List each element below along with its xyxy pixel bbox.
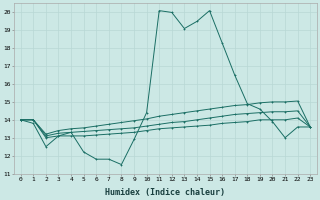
X-axis label: Humidex (Indice chaleur): Humidex (Indice chaleur) xyxy=(106,188,226,197)
